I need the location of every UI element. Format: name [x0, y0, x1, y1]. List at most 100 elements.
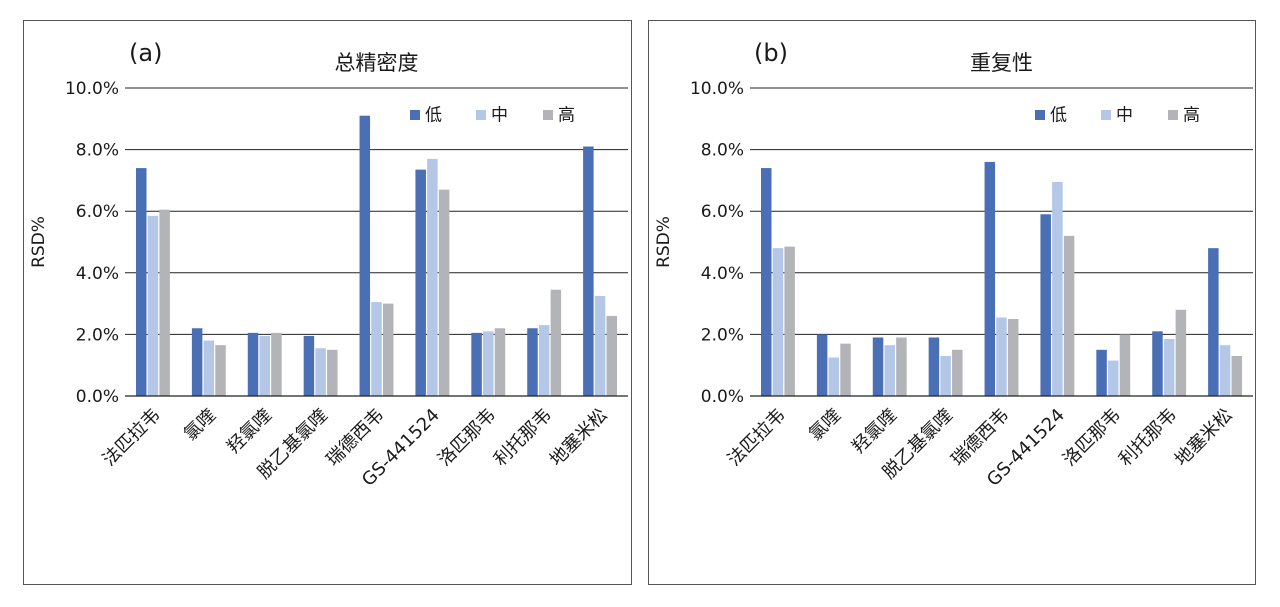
- category-label: 地塞米松: [546, 405, 612, 471]
- category-label: 羟氯喹: [223, 405, 276, 458]
- y-tick-label: 4.0%: [76, 264, 119, 284]
- chart-b-svg: (b) 重复性 0.0% 2.0% 4.0% 6.0% 8.0% 10.0% RSD% 法匹拉韦氯…: [654, 39, 1253, 491]
- bar-mid: [828, 357, 840, 396]
- bar-high: [215, 345, 226, 396]
- y-tick-label: 6.0%: [701, 202, 744, 222]
- category-label: 法匹拉韦: [99, 405, 165, 471]
- bar-mid: [1052, 181, 1063, 396]
- bar-high: [438, 189, 450, 396]
- bar-low: [872, 337, 884, 396]
- bar-mid: [1219, 345, 1231, 396]
- legend-label-mid: 中: [491, 106, 508, 126]
- bar-low: [303, 335, 315, 396]
- legend-label-low: 低: [1050, 106, 1067, 126]
- category-label: 法匹拉韦: [724, 405, 790, 471]
- bar-low: [1096, 349, 1107, 396]
- bar-high: [550, 289, 562, 396]
- bar-high: [494, 328, 506, 396]
- chart-panel-b: (b) 重复性 0.0% 2.0% 4.0% 6.0% 8.0% 10.0% RSD% 法匹拉韦氯…: [648, 20, 1256, 585]
- bar-mid: [147, 215, 159, 396]
- legend-label-mid: 中: [1116, 106, 1133, 126]
- category-label: 羟氯喹: [848, 405, 901, 458]
- bar-low: [471, 332, 482, 396]
- chart-title: 总精密度: [335, 51, 419, 75]
- y-axis-label: RSD%: [654, 216, 674, 268]
- panel-label: (b): [754, 39, 788, 67]
- bar-mid: [538, 325, 550, 396]
- bar-low: [760, 168, 772, 396]
- bar-mid: [772, 248, 784, 396]
- bar-low: [135, 168, 147, 396]
- legend-swatch-mid: [1101, 110, 1111, 120]
- y-axis-label: RSD%: [29, 216, 49, 268]
- bar-low: [583, 146, 594, 396]
- y-tick-label: 10.0%: [690, 79, 744, 99]
- bar-mid: [884, 345, 895, 396]
- bar-high: [896, 337, 907, 396]
- bar-mid: [940, 355, 951, 396]
- legend-swatch-mid: [476, 110, 486, 120]
- y-tick-label: 0.0%: [76, 387, 119, 407]
- chart-title: 重复性: [970, 51, 1033, 75]
- category-label: 洛匹那韦: [1059, 405, 1125, 471]
- bar-low: [1152, 331, 1163, 396]
- legend-swatch-high: [1168, 110, 1178, 120]
- y-tick-label: 8.0%: [76, 141, 119, 161]
- y-tick-label: 8.0%: [701, 141, 744, 161]
- panel-label: (a): [129, 39, 162, 67]
- bar-high: [1175, 309, 1187, 396]
- y-tick-label: 2.0%: [701, 325, 744, 345]
- legend-swatch-low: [1035, 110, 1045, 120]
- bar-high: [159, 209, 170, 396]
- bar-mid: [315, 348, 326, 396]
- bar-low: [191, 328, 203, 396]
- y-tick-label: 10.0%: [65, 79, 119, 99]
- bar-low: [247, 332, 259, 396]
- bar-high: [952, 349, 963, 396]
- bar-low: [1040, 214, 1051, 396]
- bar-mid: [259, 335, 270, 396]
- bar-low: [984, 161, 996, 396]
- y-tick-label: 2.0%: [76, 325, 119, 345]
- legend-swatch-low: [410, 110, 420, 120]
- category-label: 氯喹: [180, 405, 220, 445]
- bar-mid: [1108, 360, 1119, 396]
- bar-mid: [427, 158, 438, 396]
- category-label: 洛匹那韦: [434, 405, 500, 471]
- y-tick-label: 0.0%: [701, 387, 744, 407]
- bar-low: [816, 334, 828, 396]
- bar-mid: [1163, 339, 1175, 396]
- chart-panel-a: (a) 总精密度 0.0% 2.0% 4.0% 6.0% 8.0% 10.0% RSD% 法匹拉韦…: [23, 20, 632, 585]
- legend-label-low: 低: [425, 106, 442, 126]
- legend-swatch-high: [543, 110, 553, 120]
- bar-mid: [594, 295, 606, 396]
- bar-mid: [371, 302, 382, 396]
- bar-mid: [203, 340, 215, 396]
- y-tick-label: 6.0%: [76, 202, 119, 222]
- y-tick-label: 4.0%: [701, 264, 744, 284]
- chart-a-svg: (a) 总精密度 0.0% 2.0% 4.0% 6.0% 8.0% 10.0% RSD% 法匹拉韦…: [29, 39, 628, 491]
- bar-high: [840, 343, 851, 396]
- bar-high: [271, 332, 282, 396]
- category-label: 氯喹: [805, 405, 845, 445]
- category-label: 利托那韦: [490, 405, 556, 471]
- bar-high: [1063, 235, 1075, 396]
- bar-high: [1007, 319, 1019, 396]
- bar-low: [1208, 248, 1219, 396]
- legend-label-high: 高: [558, 106, 575, 126]
- bar-high: [382, 303, 394, 396]
- bar-high: [327, 349, 338, 396]
- bar-high: [784, 246, 795, 396]
- bar-mid: [996, 317, 1007, 396]
- bar-low: [527, 328, 538, 396]
- bar-low: [415, 169, 426, 396]
- bar-low: [359, 115, 371, 396]
- bar-low: [928, 337, 940, 396]
- bar-mid: [483, 331, 494, 396]
- bar-high: [1119, 334, 1131, 396]
- legend-label-high: 高: [1183, 106, 1200, 126]
- category-label: 地塞米松: [1171, 405, 1237, 471]
- category-label: 利托那韦: [1115, 405, 1181, 471]
- bar-high: [606, 315, 618, 396]
- bar-high: [1231, 355, 1243, 396]
